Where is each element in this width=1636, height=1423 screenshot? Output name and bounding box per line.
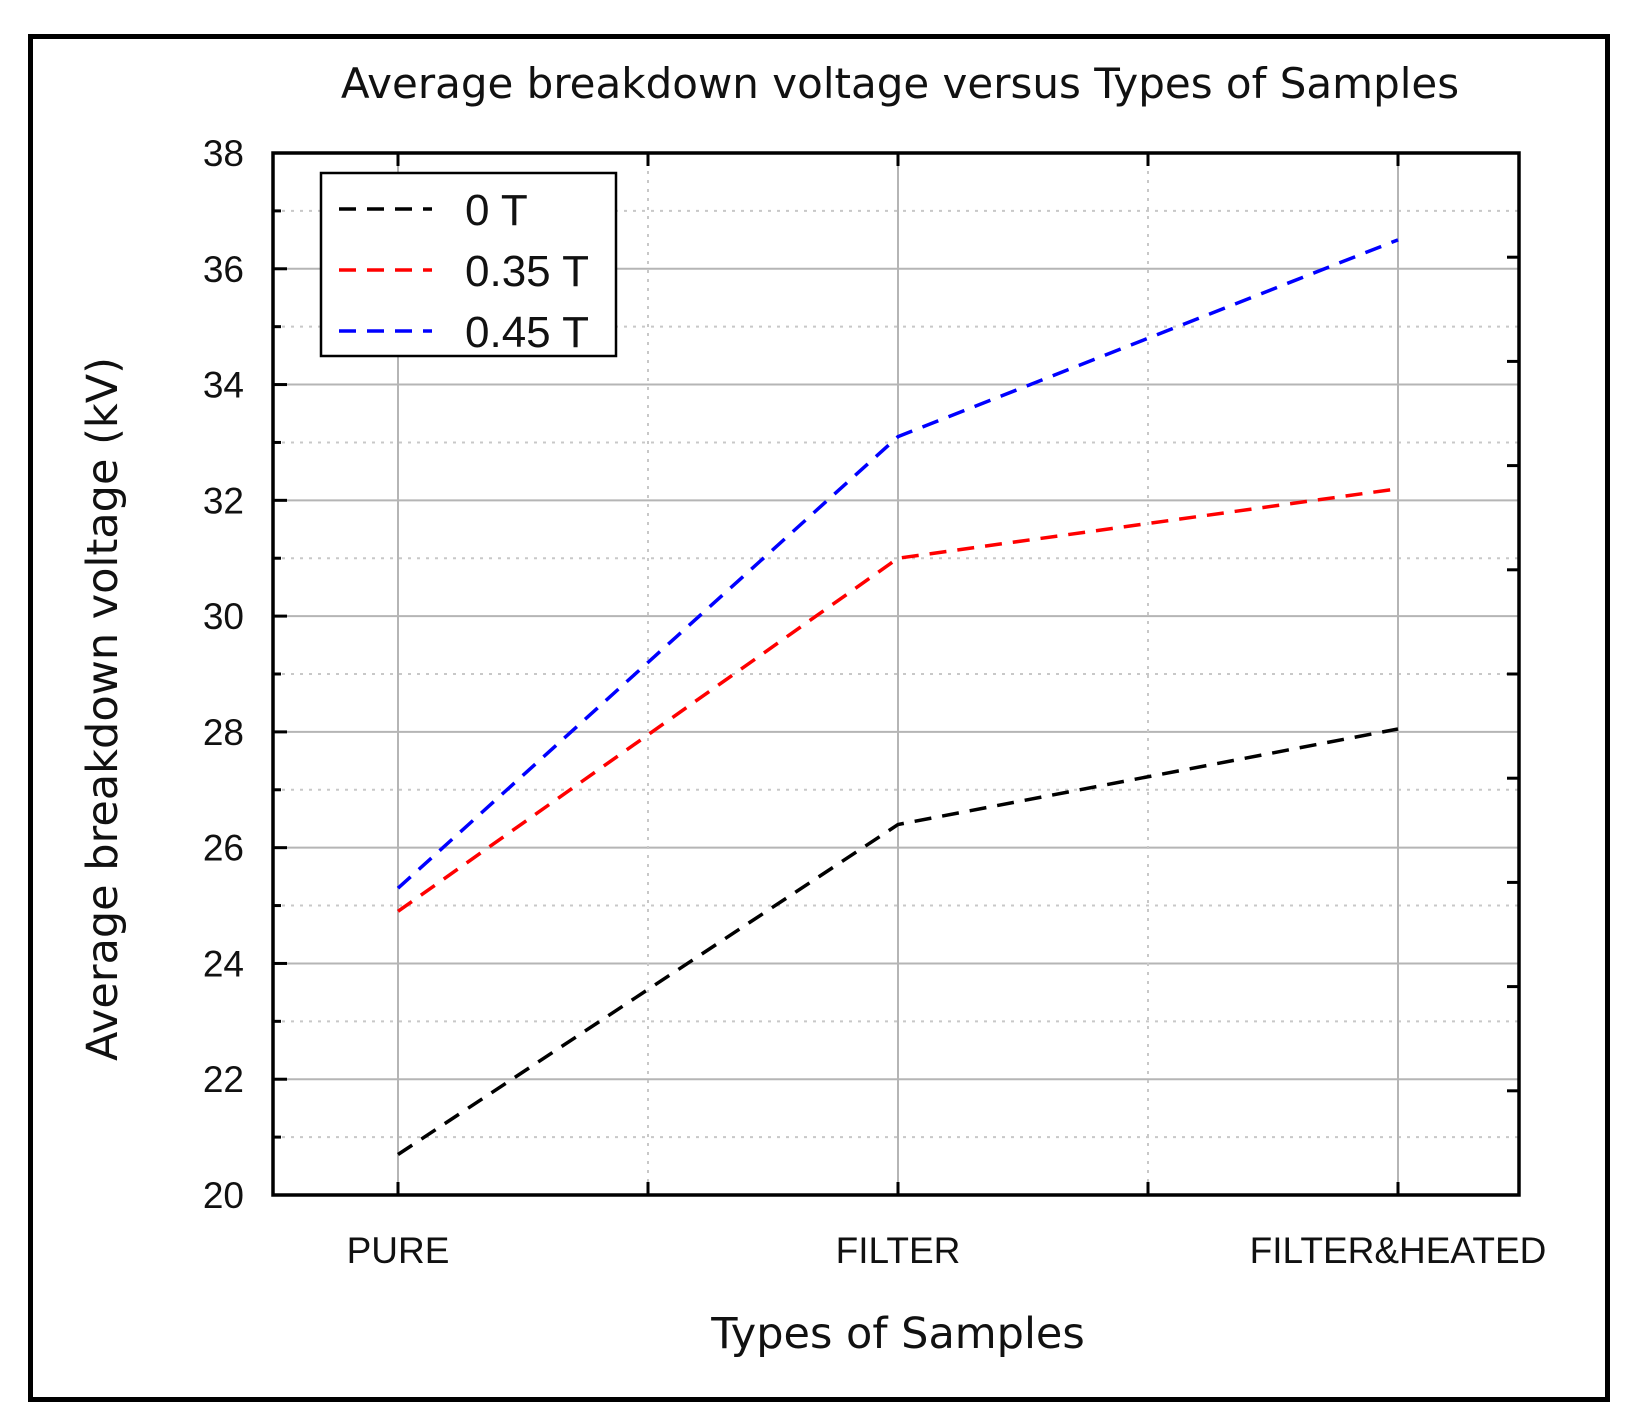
y-axis-label: Average breakdown voltage (kV) bbox=[78, 357, 128, 1061]
x-axis-label: Types of Samples bbox=[710, 1309, 1085, 1359]
x-tick-labels: PURE FILTER FILTER&HEATED bbox=[347, 1230, 1547, 1271]
y-tick-label: 28 bbox=[203, 712, 244, 753]
chart-title: Average breakdown voltage versus Types o… bbox=[341, 59, 1459, 108]
y-tick-label: 32 bbox=[203, 480, 244, 521]
x-tick-label: PURE bbox=[347, 1230, 450, 1271]
legend-label: 0 T bbox=[465, 186, 528, 235]
y-tick-label: 24 bbox=[203, 943, 244, 984]
legend: 0 T 0.35 T 0.45 T bbox=[319, 171, 618, 358]
y-tick-label: 34 bbox=[203, 365, 244, 406]
y-tick-label: 38 bbox=[203, 133, 244, 174]
legend-label: 0.35 T bbox=[465, 247, 589, 296]
series-line bbox=[396, 238, 1399, 890]
x-tick-label: FILTER&HEATED bbox=[1250, 1230, 1547, 1271]
series-line bbox=[397, 727, 1399, 1156]
series-layer bbox=[396, 238, 1399, 1156]
y-tick-label: 20 bbox=[203, 1175, 244, 1216]
series-line bbox=[396, 487, 1399, 913]
y-tick-label: 36 bbox=[203, 249, 244, 290]
y-tick-label: 30 bbox=[203, 596, 244, 637]
y-tick-label: 26 bbox=[203, 828, 244, 869]
legend-label: 0.45 T bbox=[465, 308, 589, 357]
x-tick-label: FILTER bbox=[836, 1230, 961, 1271]
y-tick-labels: 20 22 24 26 28 30 32 34 36 38 bbox=[203, 133, 244, 1216]
y-tick-label: 22 bbox=[203, 1059, 244, 1100]
ticks bbox=[273, 151, 1519, 1197]
legend-box bbox=[319, 171, 618, 358]
